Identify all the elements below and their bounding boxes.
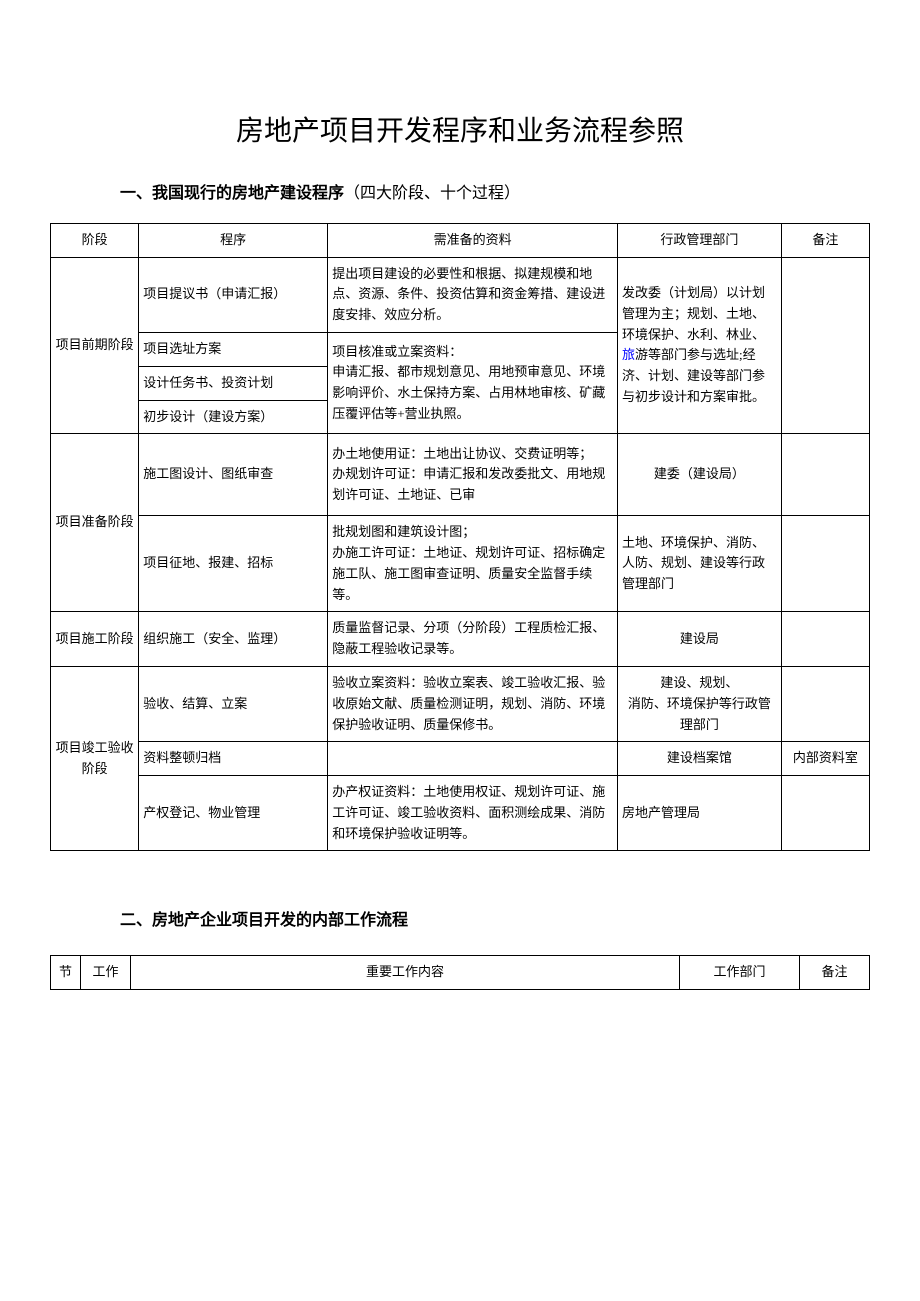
th-work: 工作 <box>81 956 131 990</box>
cell-dept: 建设局 <box>617 612 781 667</box>
cell-dept: 建设、规划、 消防、环境保护等行政管理部门 <box>617 666 781 741</box>
cell-dept: 建委（建设局） <box>617 434 781 516</box>
cell-proc: 产权登记、物业管理 <box>139 776 328 851</box>
cell-materials: 批规划图和建筑设计图； 办施工许可证：土地证、规划许可证、招标确定施工队、施工图… <box>328 516 618 612</box>
cell-materials: 项目核准或立案资料： 申请汇报、都市规划意见、用地预审意见、环境影响评价、水土保… <box>328 332 618 433</box>
th-content: 重要工作内容 <box>131 956 680 990</box>
cell-note <box>781 516 869 612</box>
th-note: 备注 <box>781 223 869 257</box>
cell-proc: 项目提议书（申请汇报） <box>139 257 328 332</box>
th-materials: 需准备的资料 <box>328 223 618 257</box>
section1-heading-paren: （四大阶段、十个过程） <box>344 185 520 202</box>
dept-text-post: 游等部门参与选址;经济、计划、建设等部门参与初步设计和方案审批。 <box>622 347 765 404</box>
workflow-table: 节 工作 重要工作内容 工作部门 备注 <box>50 955 870 990</box>
table-row: 产权登记、物业管理 办产权证资料：土地使用权证、规划许可证、施工许可证、竣工验收… <box>51 776 870 851</box>
table-header-row: 节 工作 重要工作内容 工作部门 备注 <box>51 956 870 990</box>
table-header-row: 阶段 程序 需准备的资料 行政管理部门 备注 <box>51 223 870 257</box>
cell-note <box>781 612 869 667</box>
section1-heading-bold: 一、我国现行的房地产建设程序 <box>120 185 344 202</box>
th-dept: 行政管理部门 <box>617 223 781 257</box>
cell-dept: 发改委（计划局）以计划管理为主；规划、土地、环境保护、水利、林业、旅游等部门参与… <box>617 257 781 434</box>
cell-proc: 验收、结算、立案 <box>139 666 328 741</box>
cell-materials: 质量监督记录、分项（分阶段）工程质检汇报、隐蔽工程验收记录等。 <box>328 612 618 667</box>
cell-dept: 建设档案馆 <box>617 742 781 776</box>
cell-note: 内部资料室 <box>781 742 869 776</box>
cell-stage: 项目准备阶段 <box>51 434 139 612</box>
th-note: 备注 <box>800 956 870 990</box>
cell-materials <box>328 742 618 776</box>
th-point: 节 <box>51 956 81 990</box>
cell-proc: 项目征地、报建、招标 <box>139 516 328 612</box>
cell-materials: 验收立案资料：验收立案表、竣工验收汇报、验收原始文献、质量检测证明，规划、消防、… <box>328 666 618 741</box>
page-title: 房地产项目开发程序和业务流程参照 <box>50 109 870 149</box>
cell-proc: 初步设计（建设方案） <box>139 400 328 434</box>
section1-heading: 一、我国现行的房地产建设程序（四大阶段、十个过程） <box>120 179 870 203</box>
cell-stage: 项目前期阶段 <box>51 257 139 434</box>
th-dept: 工作部门 <box>680 956 800 990</box>
section2-heading: 二、房地产企业项目开发的内部工作流程 <box>120 906 870 930</box>
cell-materials: 办产权证资料：土地使用权证、规划许可证、施工许可证、竣工验收资料、面积测绘成果、… <box>328 776 618 851</box>
tourism-link[interactable]: 旅 <box>622 347 635 362</box>
cell-proc: 施工图设计、图纸审查 <box>139 434 328 516</box>
cell-proc: 设计任务书、投资计划 <box>139 366 328 400</box>
table-row: 项目征地、报建、招标 批规划图和建筑设计图； 办施工许可证：土地证、规划许可证、… <box>51 516 870 612</box>
cell-dept: 土地、环境保护、消防、人防、规划、建设等行政管理部门 <box>617 516 781 612</box>
table-row: 项目准备阶段 施工图设计、图纸审查 办土地使用证：土地出让协议、交费证明等； 办… <box>51 434 870 516</box>
cell-materials: 办土地使用证：土地出让协议、交费证明等； 办规划许可证：申请汇报和发改委批文、用… <box>328 434 618 516</box>
table-row: 项目前期阶段 项目提议书（申请汇报） 提出项目建设的必要性和根据、拟建规模和地点… <box>51 257 870 332</box>
th-proc: 程序 <box>139 223 328 257</box>
cell-stage: 项目施工阶段 <box>51 612 139 667</box>
cell-note <box>781 776 869 851</box>
cell-proc: 项目选址方案 <box>139 332 328 366</box>
cell-stage: 项目竣工验收阶段 <box>51 666 139 851</box>
cell-proc: 资料整顿归档 <box>139 742 328 776</box>
cell-materials: 提出项目建设的必要性和根据、拟建规模和地点、资源、条件、投资估算和资金筹措、建设… <box>328 257 618 332</box>
table-row: 项目竣工验收阶段 验收、结算、立案 验收立案资料：验收立案表、竣工验收汇报、验收… <box>51 666 870 741</box>
table-row: 项目施工阶段 组织施工（安全、监理） 质量监督记录、分项（分阶段）工程质检汇报、… <box>51 612 870 667</box>
th-stage: 阶段 <box>51 223 139 257</box>
cell-dept: 房地产管理局 <box>617 776 781 851</box>
cell-note <box>781 257 869 434</box>
dept-text-pre: 发改委（计划局）以计划管理为主；规划、土地、环境保护、水利、林业、 <box>622 285 765 342</box>
cell-proc: 组织施工（安全、监理） <box>139 612 328 667</box>
cell-note <box>781 666 869 741</box>
stages-table: 阶段 程序 需准备的资料 行政管理部门 备注 项目前期阶段 项目提议书（申请汇报… <box>50 223 870 852</box>
cell-note <box>781 434 869 516</box>
table-row: 资料整顿归档 建设档案馆 内部资料室 <box>51 742 870 776</box>
